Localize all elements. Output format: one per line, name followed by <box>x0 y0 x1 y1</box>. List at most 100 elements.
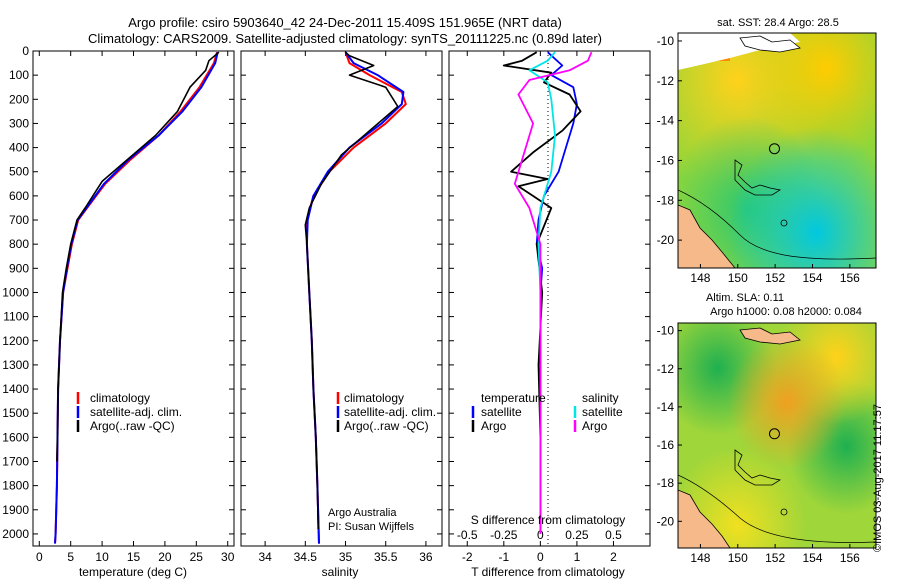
y-tick-label: 1200 <box>2 334 29 348</box>
series-line-climatology <box>54 51 218 544</box>
map-y-tick-label: -10 <box>657 324 675 338</box>
x-tick-label: 15 <box>127 550 141 564</box>
y-tick-label: 1600 <box>2 430 29 444</box>
difference-panel: -2 -1 0 1 2 -0.5 -0.25 0 0.25 0.5 T difference fr… <box>448 50 651 579</box>
y-tick-label: 100 <box>9 68 29 82</box>
y-tick-label: 0 <box>22 44 29 58</box>
legend-label-s-satellite: satellite <box>582 405 623 419</box>
map-y-tick-label: -20 <box>657 233 675 247</box>
sst-map-panel: sat. SST: 28.4 Argo: 28.5 148 150 152 154 15… <box>657 17 877 285</box>
x2-tick-label: 0.25 <box>565 528 589 542</box>
map-y-tick-label: -20 <box>657 514 675 528</box>
difference-axes-frame <box>448 50 651 547</box>
sla-land-papua <box>739 327 801 345</box>
sst-map-frame <box>677 32 877 269</box>
series-line-climatology <box>305 51 407 544</box>
x2-tick-label: -0.5 <box>457 528 478 542</box>
legend-label-argo: Argo(..raw -QC) <box>90 419 175 433</box>
map-x-tick-label: 150 <box>728 551 748 565</box>
x-tick-label: 10 <box>95 550 109 564</box>
legend-label-argo: Argo(..raw -QC) <box>344 419 429 433</box>
y-tick-label: 1900 <box>2 503 29 517</box>
x-tick-label: 35 <box>339 550 353 564</box>
salinity-axes-frame <box>240 50 443 547</box>
legend-label-satellite: satellite-adj. clim. <box>90 405 182 419</box>
difference-series <box>502 51 593 534</box>
x-tick-label: 20 <box>158 550 172 564</box>
sla-argo-float-marker <box>768 428 780 440</box>
sla-field-orange-center <box>678 323 876 548</box>
y-tick-label: 1500 <box>2 406 29 420</box>
y-tick-label: 1100 <box>3 310 29 324</box>
x-tick-label: 34 <box>258 550 272 564</box>
map-x-tick-label: 148 <box>690 551 710 565</box>
y-tick-label: 500 <box>9 165 29 179</box>
y-tick-label: 300 <box>9 116 29 130</box>
x2-tick-label: 0.5 <box>605 528 622 542</box>
imos-credit: ©IMOS 03-Aug-2017 11:17:57 <box>872 404 884 552</box>
annotation-pi-name: PI: Susan Wijffels <box>328 521 414 533</box>
map-x-tick-label: 156 <box>840 271 860 285</box>
y-tick-label: 200 <box>9 92 29 106</box>
x-tick-label: 0 <box>36 550 43 564</box>
legend-title-temperature: temperature <box>481 391 546 405</box>
map-y-tick-label: -12 <box>657 362 675 376</box>
map-x-tick-label: 152 <box>765 551 785 565</box>
series-line-t-argo <box>502 51 582 530</box>
series-line-argo-raw-qc- <box>304 51 399 530</box>
salinity-ticks: 34 34.5 35 35.5 36 <box>241 50 442 564</box>
x-tick-label: 25 <box>190 550 204 564</box>
temperature-x-ticks: 0 5 10 15 20 25 30 <box>36 51 235 564</box>
y-tick-label: 1400 <box>2 382 29 396</box>
map-y-tick-label: -14 <box>657 114 675 128</box>
x-tick-label: 36 <box>419 550 433 564</box>
temperature-series <box>54 51 220 544</box>
map-y-tick-label: -12 <box>657 74 675 88</box>
temperature-x-label: temperature (deg C) <box>79 565 187 579</box>
map-x-tick-label: 154 <box>802 271 822 285</box>
y-tick-label: 2000 <box>2 527 29 541</box>
map-x-tick-label: 154 <box>802 551 822 565</box>
y-tick-label: 1800 <box>2 479 29 493</box>
sst-map-field <box>678 33 876 268</box>
series-line-satellite-adj-clim- <box>54 51 219 544</box>
x-tick-label: 2 <box>610 550 617 564</box>
annotation-argo-australia: Argo Australia <box>328 507 397 519</box>
salinity-x-label: salinity <box>322 565 359 579</box>
x2-tick-label: -0.25 <box>490 528 518 542</box>
sla-map-ticks: 148 150 152 154 156 -10 -12 -14 -16 -18 -20 <box>657 324 861 565</box>
sla-reef-outline <box>734 449 782 486</box>
temperature-legend: climatology satellite-adj. clim. Argo(..… <box>76 391 182 433</box>
y-tick-label: 900 <box>9 261 29 275</box>
series-line-s-argo <box>513 51 593 534</box>
y-tick-label: 600 <box>9 189 29 203</box>
sla-map-title-line2: Argo h1000: 0.08 h2000: 0.084 <box>710 306 862 318</box>
map-y-tick-label: -16 <box>657 153 675 167</box>
y-tick-label: 400 <box>9 141 29 155</box>
salinity-series <box>304 51 407 544</box>
legend-label-t-satellite: satellite <box>481 405 522 419</box>
legend-title-salinity: salinity <box>582 391 619 405</box>
map-x-tick-label: 156 <box>840 551 860 565</box>
map-y-tick-label: -16 <box>657 438 675 452</box>
y-tick-label: 1700 <box>2 454 29 468</box>
figure-title-line2: Climatology: CARS2009. Satellite-adjuste… <box>88 31 602 46</box>
sst-field-cool-southeast <box>678 33 876 268</box>
map-x-tick-label: 152 <box>765 271 785 285</box>
legend-label-t-argo: Argo <box>481 419 507 433</box>
map-y-tick-label: -18 <box>657 476 675 490</box>
salinity-legend: climatology satellite-adj. clim. Argo(..… <box>336 391 436 433</box>
series-line-argo-raw-qc- <box>56 51 220 462</box>
x-tick-label: 34.5 <box>294 550 318 564</box>
x-tick-label: 0 <box>537 550 544 564</box>
sst-map-title: sat. SST: 28.4 Argo: 28.5 <box>717 17 839 29</box>
sla-land-australia <box>678 489 731 548</box>
series-line-satellite-adj-clim- <box>305 51 405 544</box>
map-y-tick-label: -18 <box>657 193 675 207</box>
difference-x-label-2: S difference from climatology <box>471 513 626 527</box>
legend-label-s-argo: Argo <box>582 419 608 433</box>
sla-shelf-contour <box>678 474 876 543</box>
x-tick-label: 35.5 <box>374 550 398 564</box>
difference-legend: temperature satellite Argo salinity sate… <box>471 391 623 433</box>
